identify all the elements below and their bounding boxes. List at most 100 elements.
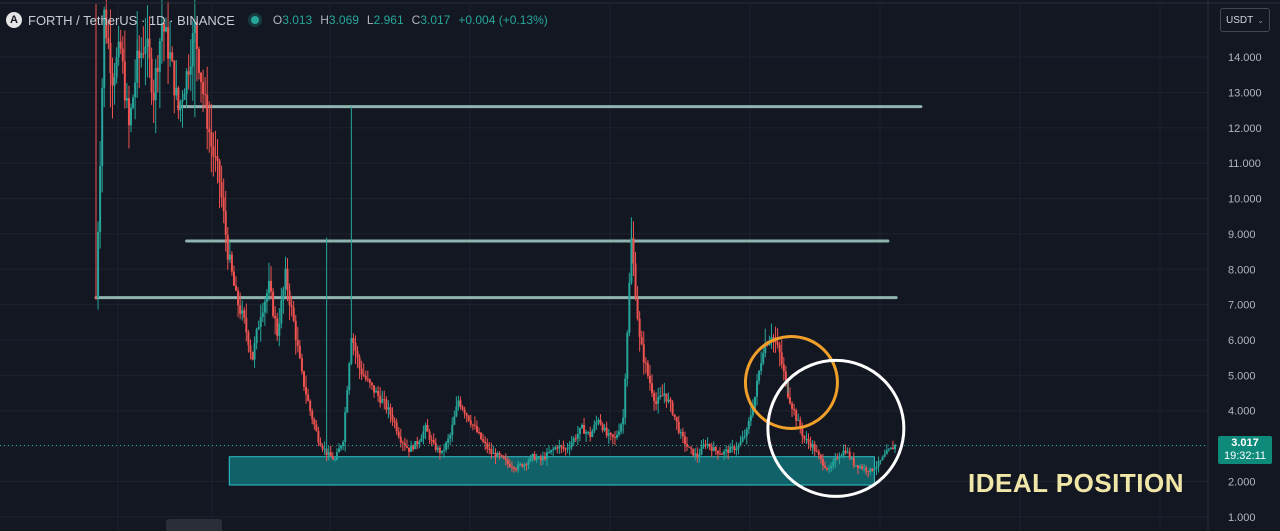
candle-body [307, 394, 310, 401]
candle-body [751, 408, 754, 416]
candle-body [261, 312, 264, 318]
candle-body [560, 445, 563, 447]
candle-body [113, 77, 116, 86]
candle-body [492, 452, 495, 454]
candle-body [842, 450, 845, 456]
candle-body [494, 452, 497, 458]
candle-body [570, 442, 573, 447]
candle-body [554, 447, 557, 450]
candle-body [216, 156, 219, 161]
candle-body [823, 465, 826, 468]
candle-body [506, 460, 509, 464]
candle-body [669, 399, 672, 403]
symbol-logo-icon[interactable]: A [6, 12, 22, 28]
candle-body [344, 412, 347, 443]
candle-body [550, 449, 553, 453]
candle-body [632, 238, 635, 264]
candle-body [803, 435, 806, 440]
candle-body [408, 447, 411, 452]
candle-body [305, 386, 308, 395]
candle-body [515, 469, 518, 471]
candle-body [247, 332, 250, 346]
candle-body [358, 357, 361, 369]
open-label: O [272, 13, 283, 27]
candle-body [327, 452, 330, 456]
candle-body [348, 363, 351, 391]
candle-body [436, 447, 439, 450]
price-tick-label: 14.000 [1228, 52, 1262, 64]
candle-body [696, 453, 699, 458]
currency-select[interactable]: USDT ⌄ [1220, 8, 1270, 32]
candle-body [432, 439, 435, 444]
candle-body [103, 9, 106, 88]
market-status-icon[interactable] [250, 16, 259, 24]
candle-body [420, 438, 423, 442]
candle-body [232, 271, 235, 286]
candle-body [753, 396, 756, 409]
candle-body [377, 390, 380, 396]
candle-body [758, 370, 761, 381]
candle-body [173, 60, 176, 96]
candle-body [778, 344, 781, 353]
candle-body [387, 407, 390, 410]
candle-body [723, 451, 726, 455]
candle-body [661, 395, 664, 397]
candle-body [727, 449, 730, 453]
candle-body [134, 82, 137, 98]
candle-body [453, 416, 456, 425]
candle-body [543, 457, 546, 460]
candle-body [683, 436, 686, 445]
candle-body [245, 317, 248, 333]
candle-body [729, 446, 732, 453]
price-tick-label: 11.000 [1228, 158, 1261, 170]
candle-body [618, 431, 621, 435]
candle-body [105, 9, 108, 38]
candle-body [119, 41, 122, 49]
candle-body [461, 406, 464, 410]
candle-body [352, 338, 355, 343]
candle-body [634, 263, 637, 298]
candle-body [597, 419, 600, 422]
candle-body [292, 307, 295, 321]
candle-body [333, 459, 336, 461]
price-tick-label: 1.000 [1228, 512, 1256, 524]
candle-body [704, 444, 707, 446]
candle-body [313, 419, 316, 425]
price-tick-label: 8.000 [1228, 264, 1256, 276]
candle-body [504, 458, 507, 461]
candle-body [177, 87, 180, 111]
candle-body [354, 342, 357, 352]
candle-body [580, 424, 583, 428]
candle-body [858, 466, 861, 468]
candle-body [389, 407, 392, 415]
candle-body [743, 436, 746, 438]
candle-body [733, 446, 736, 451]
candle-body [891, 447, 894, 450]
candle-body [274, 315, 277, 319]
candle-body [212, 146, 215, 157]
candle-body [317, 430, 320, 443]
candle-body [469, 420, 472, 425]
candle-body [125, 98, 128, 101]
candle-body [708, 444, 711, 447]
candle-body [399, 436, 402, 443]
candle-body [210, 132, 213, 147]
symbol-title[interactable]: FORTH / TetherUS · 1D · BINANCE [28, 12, 235, 28]
candle-body [99, 166, 102, 232]
candle-body [498, 453, 501, 456]
last-price-value: 3.017 [1231, 437, 1259, 449]
candle-body [109, 42, 112, 74]
candle-body [772, 337, 775, 339]
candle-body [370, 382, 373, 386]
candle-body [869, 468, 872, 473]
candle-body [648, 375, 651, 384]
candle-body [224, 211, 227, 235]
candle-body [445, 442, 448, 450]
scroll-handle[interactable] [166, 519, 222, 531]
candle-body [267, 280, 270, 294]
candle-body [611, 434, 614, 437]
candle-body [875, 466, 878, 470]
candle-body [428, 431, 431, 440]
candle-body [653, 393, 656, 402]
